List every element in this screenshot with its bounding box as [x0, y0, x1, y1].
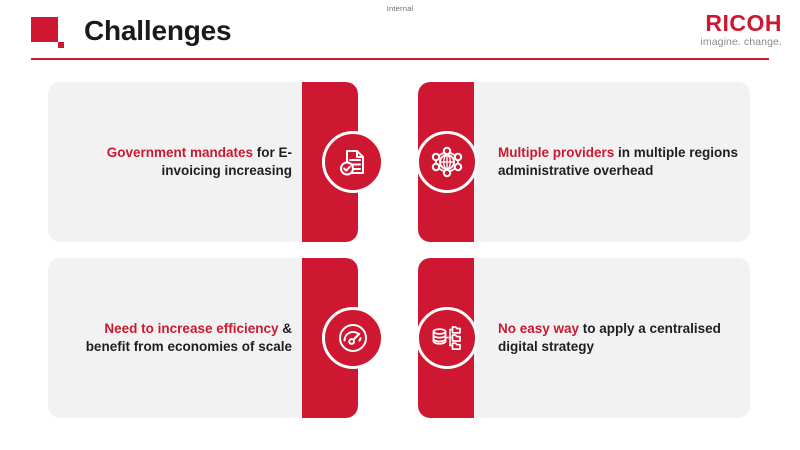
card-text: No easy way to apply a centralised digit… — [498, 258, 740, 418]
card-highlight-text: No easy way — [498, 321, 580, 337]
challenge-card-multiple-providers: Multiple providers in multiple regions a… — [418, 82, 750, 242]
card-text: Need to increase efficiency & benefit fr… — [62, 258, 292, 418]
classification-label: Internal — [386, 4, 414, 13]
challenge-card-government-mandates: Government mandates for E-invoicing incr… — [48, 82, 358, 242]
ricoh-square-mark-icon — [31, 17, 65, 48]
logo-mark-square — [31, 17, 58, 42]
page-title: Challenges — [84, 15, 232, 46]
ricoh-logo: RICOH imagine. change. — [700, 12, 782, 48]
card-rest-text: in multiple regions administrative overh… — [498, 145, 739, 178]
challenge-card-increase-efficiency: Need to increase efficiency & benefit fr… — [48, 258, 358, 418]
card-text: Multiple providers in multiple regions a… — [498, 82, 740, 242]
card-text: Government mandates for E-invoicing incr… — [62, 82, 292, 242]
card-highlight-text: Multiple providers — [498, 145, 615, 161]
logo-mark-tail — [58, 42, 64, 48]
card-rest-text: for E-invoicing increasing — [161, 145, 292, 178]
ricoh-wordmark: RICOH — [705, 10, 782, 36]
card-highlight-text: Government mandates — [106, 145, 253, 161]
header-divider — [31, 58, 769, 60]
card-highlight-text: Need to increase efficiency — [104, 321, 279, 337]
database-folders-icon — [416, 307, 478, 369]
challenge-card-no-easy-way: No easy way to apply a centralised digit… — [418, 258, 750, 418]
card-rest-text: & benefit from economies of scale — [85, 321, 292, 354]
document-check-icon — [322, 131, 384, 193]
globe-network-icon — [416, 131, 478, 193]
card-rest-text: to apply a centralised digital strategy — [498, 321, 721, 354]
speedometer-gauge-icon — [322, 307, 384, 369]
ricoh-tagline: imagine. change. — [700, 36, 782, 48]
